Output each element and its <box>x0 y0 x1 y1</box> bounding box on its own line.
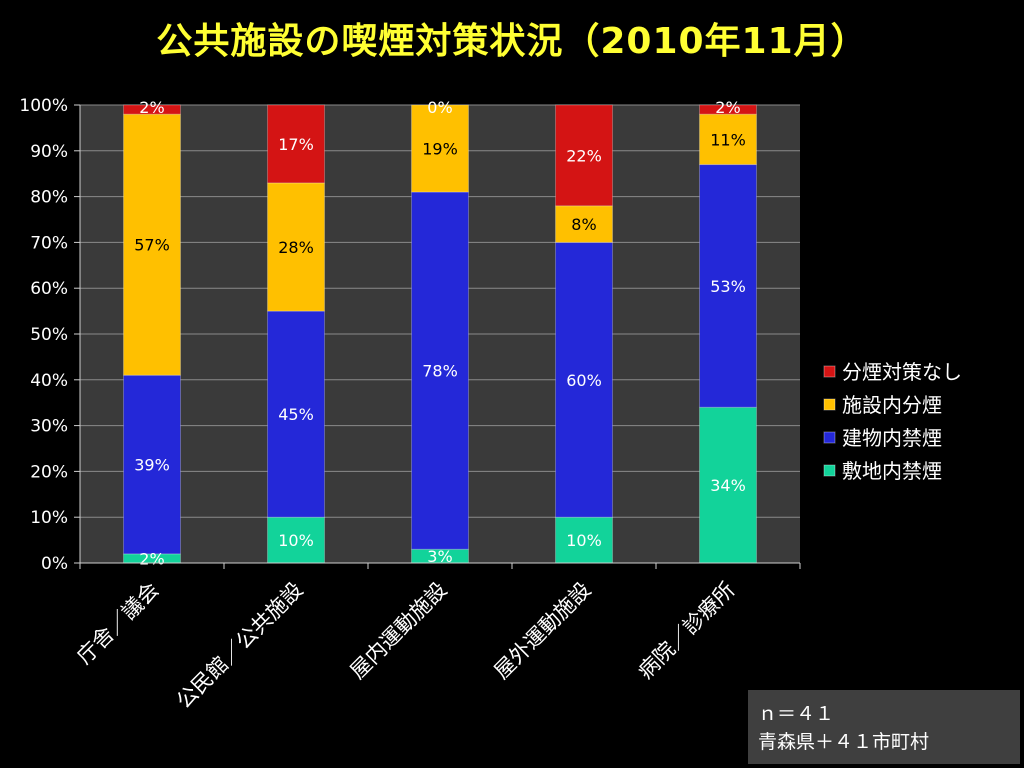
axes <box>79 105 801 569</box>
sample-size-text: ｎ＝４１ <box>758 703 835 725</box>
legend-label: 分煙対策なし <box>842 360 962 384</box>
sample-note-box: ｎ＝４１ 青森県＋４１市町村 <box>748 690 1020 764</box>
data-label: 39% <box>134 456 170 475</box>
x-category-label: 屋内運動施設 <box>345 578 451 684</box>
sample-scope-text: 青森県＋４１市町村 <box>758 731 930 753</box>
y-tick-label: 70% <box>30 233 68 253</box>
data-label: 53% <box>710 277 746 296</box>
bar-segment-建物内禁煙 <box>699 164 757 408</box>
chart-title: 公共施設の喫煙対策状況（2010年11月） <box>156 21 868 62</box>
legend-label: 建物内禁煙 <box>842 426 942 450</box>
data-label: 2% <box>715 98 740 117</box>
data-label: 3% <box>427 547 452 566</box>
data-label: 45% <box>278 405 314 424</box>
data-label: 22% <box>566 146 602 165</box>
bar-segment-建物内禁煙 <box>267 310 325 518</box>
bar-segment-分煙対策なし <box>267 104 325 184</box>
bar-segment-分煙対策なし <box>123 104 181 115</box>
x-category-label: 公民館／公共施設 <box>172 578 308 714</box>
x-tick-labels: 庁舎／議会 公民館／公共施設 屋内運動施設 屋外運動施設 病院／診療所 <box>72 578 739 714</box>
bar-segment-敷地内禁煙 <box>699 406 757 564</box>
y-tick-labels: 0% 10% 20% 30% 40% 50% 60% 70% 80% 90% 100% <box>19 96 68 574</box>
data-label: 60% <box>566 371 602 390</box>
bar-segment-分煙対策なし <box>555 104 613 207</box>
y-tick-label: 100% <box>19 96 68 116</box>
legend-swatch-分煙対策なし <box>823 365 836 378</box>
legend-swatch-建物内禁煙 <box>823 431 836 444</box>
bar-segment-敷地内禁煙 <box>267 516 325 564</box>
y-tick-label: 30% <box>30 417 68 437</box>
data-label: 28% <box>278 238 314 257</box>
bar-segment-建物内禁煙 <box>555 241 613 518</box>
y-tick-label: 40% <box>30 371 68 391</box>
data-labels: 2% 39% 57% 2% 10% 45% 28% 17% 3% 78% 19% 0% 10% 60% 8%… <box>134 98 746 568</box>
x-category-label: 庁舎／議会 <box>72 578 163 669</box>
bar-segments <box>123 104 757 564</box>
y-tick-label: 60% <box>30 279 68 299</box>
data-label: 11% <box>710 130 746 149</box>
x-category-label: 病院／診療所 <box>633 578 739 684</box>
y-tick-label: 50% <box>30 325 68 345</box>
data-label: 17% <box>278 135 314 154</box>
y-tick-label: 80% <box>30 188 68 208</box>
data-label: 10% <box>278 531 314 550</box>
data-label: 57% <box>134 236 170 255</box>
data-label: 2% <box>139 98 164 117</box>
y-tick-label: 0% <box>41 554 68 574</box>
data-label: 0% <box>427 98 452 117</box>
data-label: 2% <box>139 549 164 568</box>
y-tick-label: 90% <box>30 142 68 162</box>
data-label: 34% <box>710 476 746 495</box>
bar-segment-建物内禁煙 <box>411 191 469 550</box>
legend-swatch-施設内分煙 <box>823 398 836 411</box>
legend-label: 施設内分煙 <box>842 393 942 417</box>
legend-swatch-敷地内禁煙 <box>823 464 836 477</box>
data-label: 10% <box>566 531 602 550</box>
bar-segment-分煙対策なし <box>699 104 757 115</box>
bar-segment-施設内分煙 <box>411 104 469 193</box>
data-label: 19% <box>422 140 458 159</box>
x-category-label: 屋外運動施設 <box>489 578 595 684</box>
y-tick-label: 10% <box>30 508 68 528</box>
y-tick-label: 20% <box>30 462 68 482</box>
bar-segment-施設内分煙 <box>699 113 757 166</box>
bar-segment-敷地内禁煙 <box>555 516 613 564</box>
data-label: 78% <box>422 362 458 381</box>
legend-label: 敷地内禁煙 <box>842 459 942 483</box>
data-label: 8% <box>571 215 596 234</box>
bar-segment-施設内分煙 <box>555 205 613 243</box>
bar-segment-施設内分煙 <box>267 182 325 312</box>
